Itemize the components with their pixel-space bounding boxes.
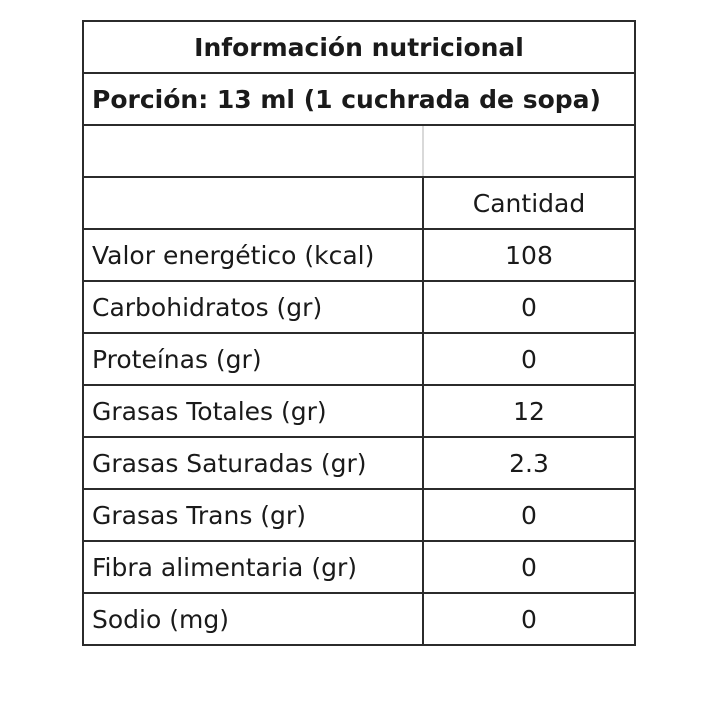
table-row: Fibra alimentaria (gr) 0 bbox=[82, 540, 636, 594]
table-row: Grasas Trans (gr) 0 bbox=[82, 488, 636, 542]
table-row: Grasas Saturadas (gr) 2.3 bbox=[82, 436, 636, 490]
nutrient-name: Fibra alimentaria (gr) bbox=[82, 540, 424, 594]
column-header-row: Cantidad bbox=[82, 176, 636, 230]
nutrition-facts-table: Información nutricional Porción: 13 ml (… bbox=[82, 20, 636, 646]
blank-cell-left bbox=[82, 124, 424, 178]
table-row: Carbohidratos (gr) 0 bbox=[82, 280, 636, 334]
nutrient-name: Grasas Trans (gr) bbox=[82, 488, 424, 542]
blank-cell-right bbox=[422, 124, 636, 178]
table-row: Grasas Totales (gr) 12 bbox=[82, 384, 636, 438]
portion-row: Porción: 13 ml (1 cuchrada de sopa) bbox=[82, 72, 636, 126]
nutrient-name: Proteínas (gr) bbox=[82, 332, 424, 386]
nutrient-name: Valor energético (kcal) bbox=[82, 228, 424, 282]
nutrient-value: 12 bbox=[422, 384, 636, 438]
portion-size: Porción: 13 ml (1 cuchrada de sopa) bbox=[82, 72, 636, 126]
nutrient-value: 0 bbox=[422, 332, 636, 386]
header-blank-cell bbox=[82, 176, 424, 230]
nutrient-value: 0 bbox=[422, 592, 636, 646]
nutrient-value: 2.3 bbox=[422, 436, 636, 490]
nutrient-value: 0 bbox=[422, 488, 636, 542]
blank-row bbox=[82, 124, 636, 178]
nutrient-value: 0 bbox=[422, 540, 636, 594]
table-row: Sodio (mg) 0 bbox=[82, 592, 636, 646]
nutrient-name: Grasas Saturadas (gr) bbox=[82, 436, 424, 490]
nutrient-name: Sodio (mg) bbox=[82, 592, 424, 646]
nutrient-value: 0 bbox=[422, 280, 636, 334]
nutrient-value: 108 bbox=[422, 228, 636, 282]
table-row: Valor energético (kcal) 108 bbox=[82, 228, 636, 282]
nutrient-name: Grasas Totales (gr) bbox=[82, 384, 424, 438]
column-header-quantity: Cantidad bbox=[422, 176, 636, 230]
table-row: Proteínas (gr) 0 bbox=[82, 332, 636, 386]
table-title: Información nutricional bbox=[82, 20, 636, 74]
nutrient-name: Carbohidratos (gr) bbox=[82, 280, 424, 334]
title-row: Información nutricional bbox=[82, 20, 636, 74]
